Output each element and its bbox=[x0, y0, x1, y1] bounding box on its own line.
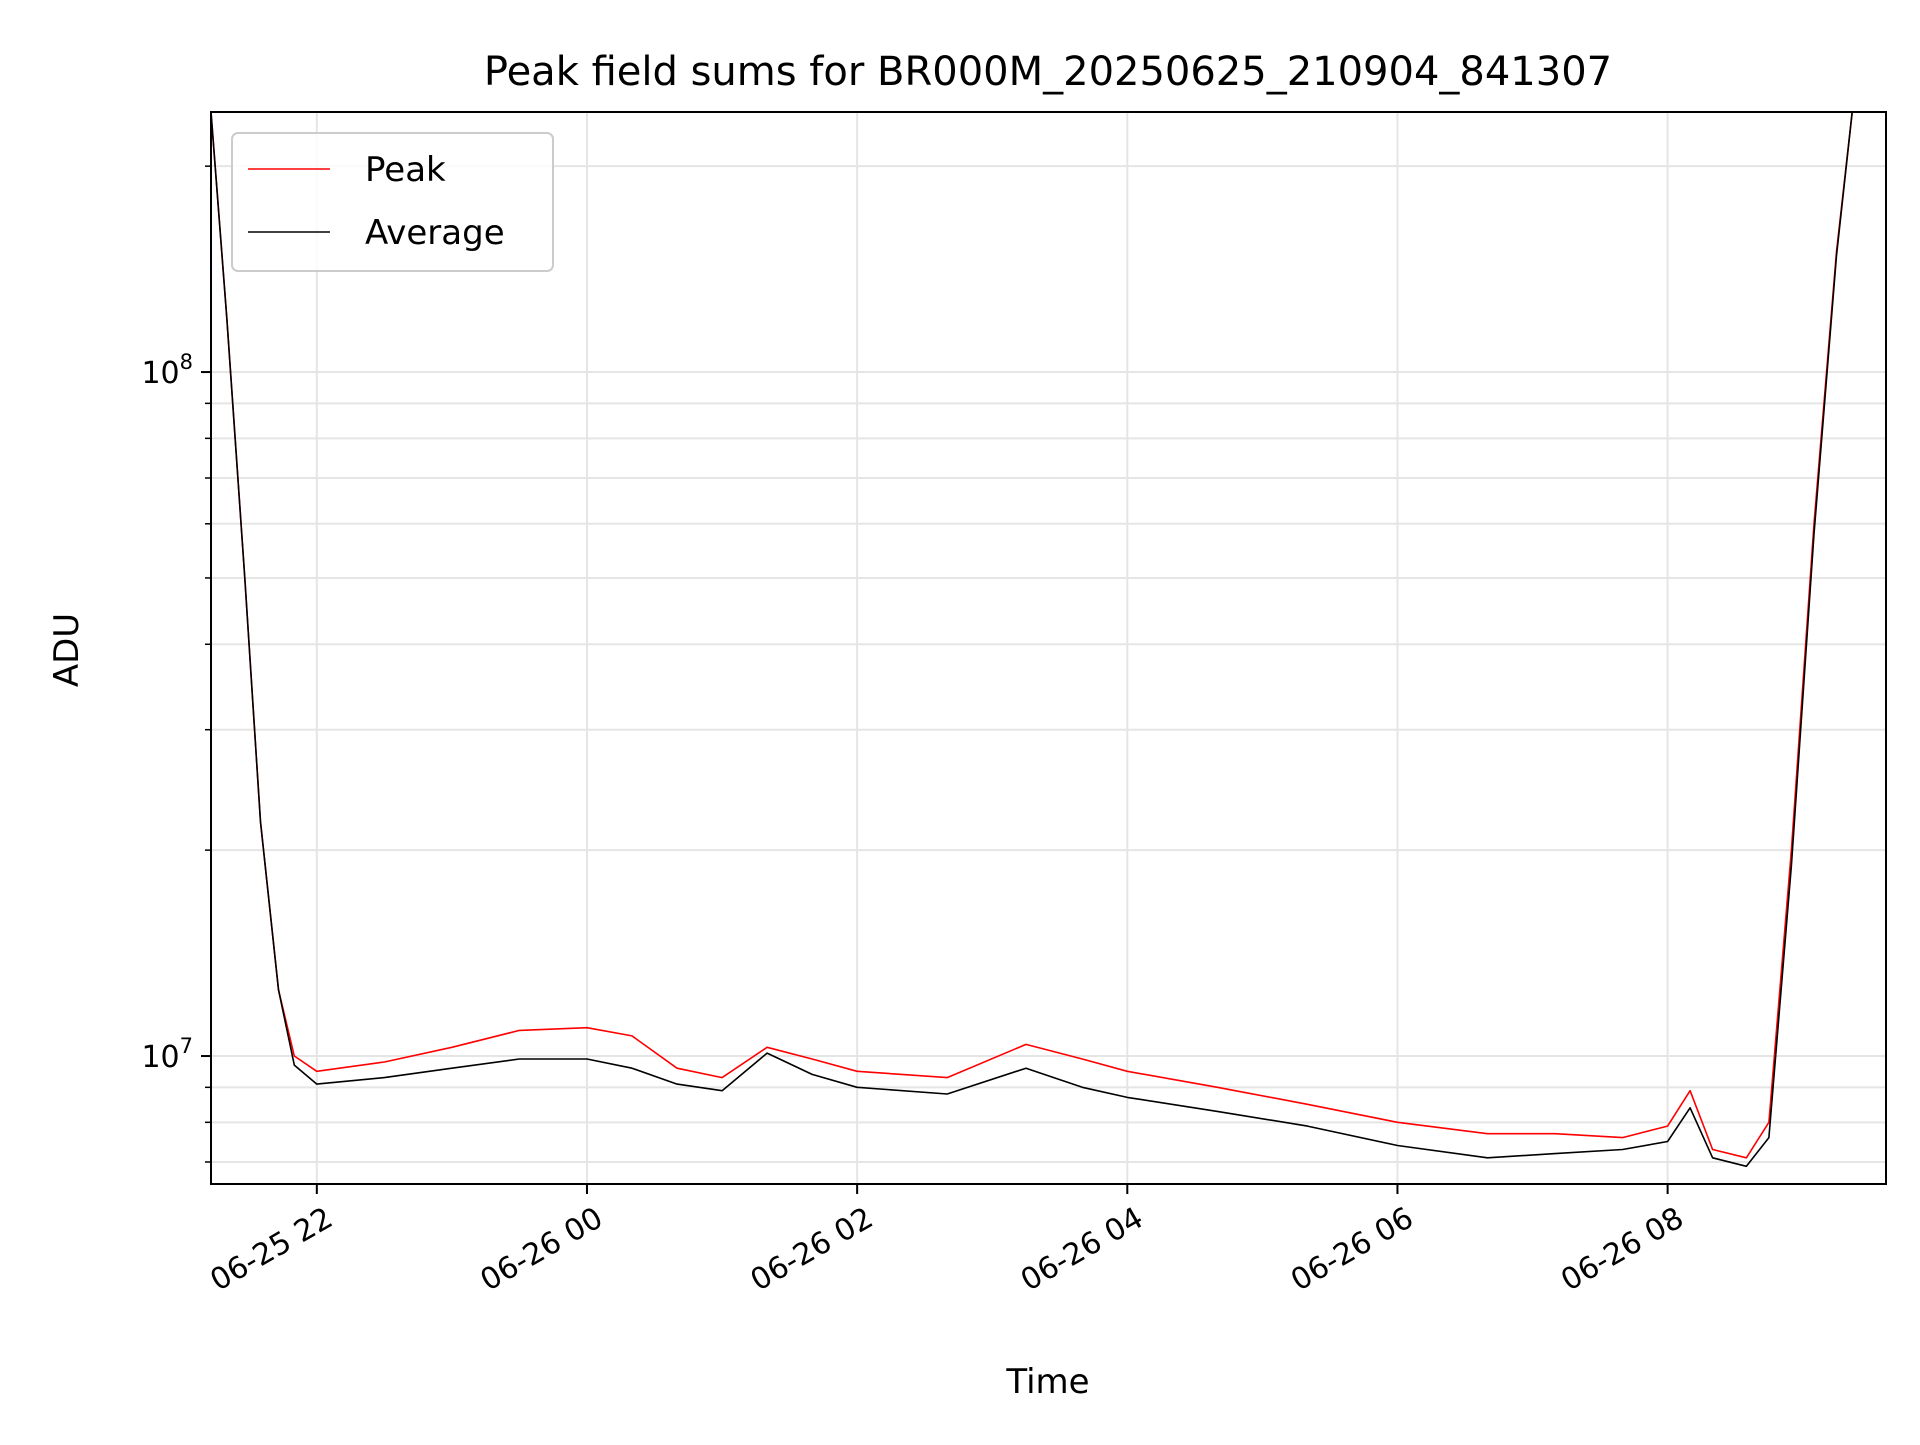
legend-box bbox=[231, 132, 554, 272]
grid-layer bbox=[211, 112, 1886, 1184]
legend: Peak Average bbox=[231, 132, 554, 272]
legend-label-peak: Peak bbox=[365, 150, 446, 190]
series-line-peak bbox=[210, 111, 1853, 1159]
chart-title: Peak field sums for BR000M_20250625_2109… bbox=[484, 49, 1612, 95]
series-layer bbox=[210, 111, 1853, 1168]
y-axis-label: ADU bbox=[47, 613, 87, 687]
y-tick-label: 107 bbox=[141, 1034, 193, 1075]
x-axis-label: Time bbox=[1005, 1362, 1089, 1402]
y-tick-label: 108 bbox=[141, 350, 193, 391]
legend-label-average: Average bbox=[365, 213, 505, 253]
plot-frame bbox=[210, 111, 1887, 1185]
series-line-average bbox=[210, 111, 1853, 1168]
